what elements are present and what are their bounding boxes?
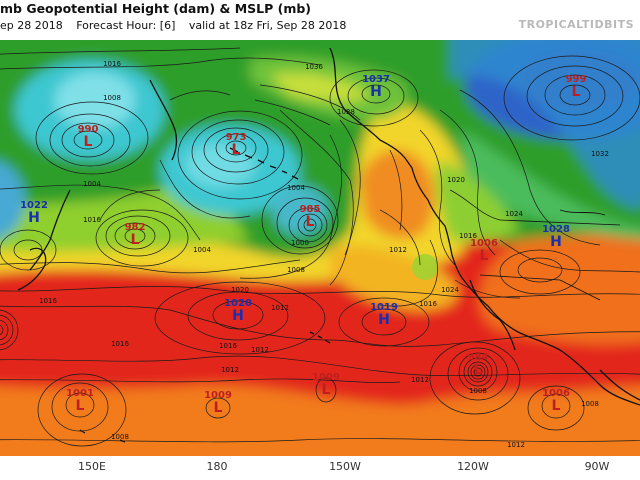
- isobar-value-label: 1024: [441, 286, 459, 294]
- low-pressure-value: 982: [125, 222, 146, 233]
- isobar-value-label: 1024: [505, 210, 523, 218]
- longitude-axis: 150E 180 150W 120W 90W: [0, 456, 640, 480]
- low-pressure-value: 985: [300, 204, 321, 215]
- high-pressure-value: 1019: [370, 302, 398, 313]
- map-header: mb Geopotential Height (dam) & MSLP (mb)…: [0, 0, 640, 40]
- low-pressure-marker: L: [214, 400, 223, 416]
- low-pressure-marker: L: [306, 214, 315, 230]
- isobar-value-label: 1008: [287, 266, 305, 274]
- high-pressure-marker: H: [28, 210, 40, 226]
- isobar-value-label: 1008: [111, 433, 129, 441]
- init-time: ep 28 2018: [0, 19, 63, 32]
- high-pressure-marker: H: [232, 308, 244, 324]
- isobar-value-label: 1004: [193, 246, 211, 254]
- isobar-value-label: 1012: [411, 376, 429, 384]
- weather-map: 1016 1008 1016 1004 1036 1028 1032 1004 1020 1000…: [0, 40, 640, 456]
- high-pressure-value: 1022: [20, 200, 48, 211]
- low-pressure-value: 973: [226, 132, 247, 143]
- low-pressure-marker: L: [480, 248, 489, 264]
- isobar-value-label: 1000: [291, 239, 309, 247]
- isobar-value-label: 1016: [103, 60, 121, 68]
- height-field: [0, 40, 640, 456]
- isobar-value-label: 1016: [219, 342, 237, 350]
- low-pressure-marker: L: [474, 362, 483, 378]
- isobar-labels: 1016 1008 1016 1004 1036 1028 1032 1004 1020 1000…: [39, 60, 609, 449]
- low-pressure-marker: L: [552, 398, 561, 414]
- low-pressure-value: 1006: [470, 238, 498, 249]
- high-pressure-marker: H: [550, 234, 562, 250]
- isobar-value-label: 1012: [271, 304, 289, 312]
- longitude-label: 150W: [329, 460, 361, 473]
- low-pressure-value: 1006: [542, 388, 570, 399]
- low-pressure-value: 1001: [66, 388, 94, 399]
- isobar-value-label: 1008: [581, 400, 599, 408]
- low-pressure-marker: L: [131, 232, 140, 248]
- coastlines: [17, 47, 640, 443]
- isobar-value-label: 1004: [287, 184, 305, 192]
- low-pressure-marker: L: [84, 134, 93, 150]
- isobar-value-label: 1004: [83, 180, 101, 188]
- brand-watermark: TROPICALTIDBITS: [518, 18, 634, 31]
- low-pressure-marker: L: [572, 84, 581, 100]
- low-pressure-value: 999: [566, 74, 587, 85]
- isobar-value-label: 1012: [389, 246, 407, 254]
- low-pressure-value: 984: [468, 352, 489, 363]
- low-pressure-marker: L: [322, 382, 331, 398]
- isobar-value-label: 1028: [337, 108, 355, 116]
- low-pressure-marker: L: [76, 398, 85, 414]
- longitude-label: 150E: [78, 460, 106, 473]
- longitude-label: 180: [206, 460, 228, 473]
- isobar-value-label: 1008: [469, 387, 487, 395]
- isobar-value-label: 1016: [419, 300, 437, 308]
- isobar-value-label: 1012: [251, 346, 269, 354]
- isobars: [0, 47, 640, 447]
- isobar-value-label: 1020: [447, 176, 465, 184]
- map-subtitle: ep 28 2018 Forecast Hour: [6] valid at 1…: [0, 19, 356, 32]
- map-title: mb Geopotential Height (dam) & MSLP (mb): [0, 1, 312, 16]
- high-pressure-marker: H: [378, 312, 390, 328]
- longitude-label: 120W: [457, 460, 489, 473]
- high-pressure-value: 1020: [224, 298, 252, 309]
- low-pressure-value: 1009: [204, 390, 232, 401]
- low-pressure-value: 990: [78, 124, 99, 135]
- isobar-value-label: 1008: [103, 94, 121, 102]
- isobar-value-label: 1016: [111, 340, 129, 348]
- isobar-value-label: 1012: [221, 366, 239, 374]
- high-pressure-value: 1028: [542, 224, 570, 235]
- longitude-label: 90W: [584, 460, 610, 473]
- isobar-value-label: 1032: [591, 150, 609, 158]
- isobar-value-label: 1012: [507, 441, 525, 449]
- forecast-hour: Forecast Hour: [6]: [76, 19, 176, 32]
- high-pressure-marker: H: [370, 84, 382, 100]
- valid-time: valid at 18z Fri, Sep 28 2018: [188, 19, 347, 32]
- isobar-value-label: 1016: [83, 216, 101, 224]
- map-canvas: 1016 1008 1016 1004 1036 1028 1032 1004 1020 1000…: [0, 40, 640, 456]
- low-pressure-value: 1009: [312, 372, 340, 383]
- isobar-value-label: 1016: [39, 297, 57, 305]
- isobar-value-label: 1020: [231, 286, 249, 294]
- isobar-value-label: 1036: [305, 63, 323, 71]
- high-pressure-value: 1037: [362, 74, 390, 85]
- isobar-value-label: 1016: [459, 232, 477, 240]
- low-pressure-marker: L: [232, 142, 241, 158]
